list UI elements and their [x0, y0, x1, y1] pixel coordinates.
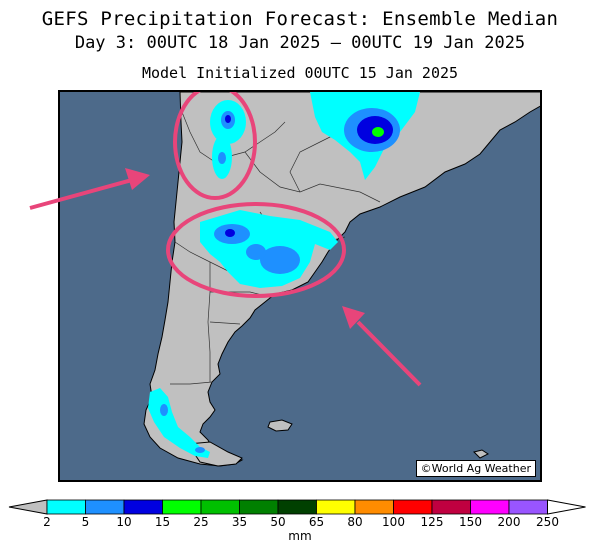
colorbar-swatch — [354, 499, 394, 515]
colorbar-swatch — [239, 499, 279, 515]
colorbar-tick-label: 100 — [382, 515, 405, 529]
colorbar-swatch — [316, 499, 356, 515]
highlight-ellipse-northwest — [173, 92, 257, 200]
colorbar-tick-label: 80 — [347, 515, 362, 529]
precip-northwest — [210, 100, 246, 179]
precip-central — [200, 210, 338, 288]
colorbar-swatch — [123, 499, 163, 515]
credit-label: ©World Ag Weather — [415, 460, 536, 477]
highlight-ellipse-central — [166, 202, 346, 298]
colorbar-tick-label: 35 — [232, 515, 247, 529]
land-south-america — [143, 92, 540, 467]
forecast-period: Day 3: 00UTC 18 Jan 2025 — 00UTC 19 Jan … — [74, 33, 526, 53]
colorbar-tick-label: 5 — [82, 515, 90, 529]
colorbar-swatch — [277, 499, 317, 515]
colorbar-swatch — [162, 499, 202, 515]
land-falklands — [267, 419, 293, 432]
colorbar-tick-label: 65 — [309, 515, 324, 529]
colorbar-swatch — [200, 499, 240, 515]
colorbar: 2 5 10 15 25 35 50 65 80 100 125 150 200 250 mm — [8, 499, 586, 543]
colorbar-under-triangle — [8, 499, 48, 515]
precip-northeast — [310, 92, 420, 180]
colorbar-swatch — [470, 499, 510, 515]
colorbar-swatch — [393, 499, 433, 515]
annotations — [166, 92, 346, 298]
map-svg — [60, 92, 540, 480]
chart-title: GEFS Precipitation Forecast: Ensemble Me… — [41, 8, 559, 30]
colorbar-tick-label: 250 — [536, 515, 559, 529]
colorbar-tick-label: 15 — [155, 515, 170, 529]
colorbar-tick-label: 25 — [193, 515, 208, 529]
map-panel: ©World Ag Weather — [58, 90, 542, 482]
colorbar-swatch — [431, 499, 471, 515]
precip-south — [148, 388, 210, 458]
land-island-east — [473, 449, 489, 459]
colorbar-swatch — [85, 499, 125, 515]
colorbar-swatch — [508, 499, 548, 515]
colorbar-tick-label: 50 — [270, 515, 285, 529]
colorbar-unit: mm — [288, 529, 311, 543]
colorbar-tick-label: 200 — [498, 515, 521, 529]
colorbar-over-triangle — [547, 499, 586, 515]
colorbar-tick-label: 2 — [43, 515, 51, 529]
model-init-time: Model Initialized 00UTC 15 Jan 2025 — [141, 64, 459, 82]
colorbar-tick-label: 150 — [459, 515, 482, 529]
colorbar-swatch — [46, 499, 86, 515]
colorbar-tick-label: 10 — [116, 515, 131, 529]
colorbar-tick-label: 125 — [421, 515, 444, 529]
